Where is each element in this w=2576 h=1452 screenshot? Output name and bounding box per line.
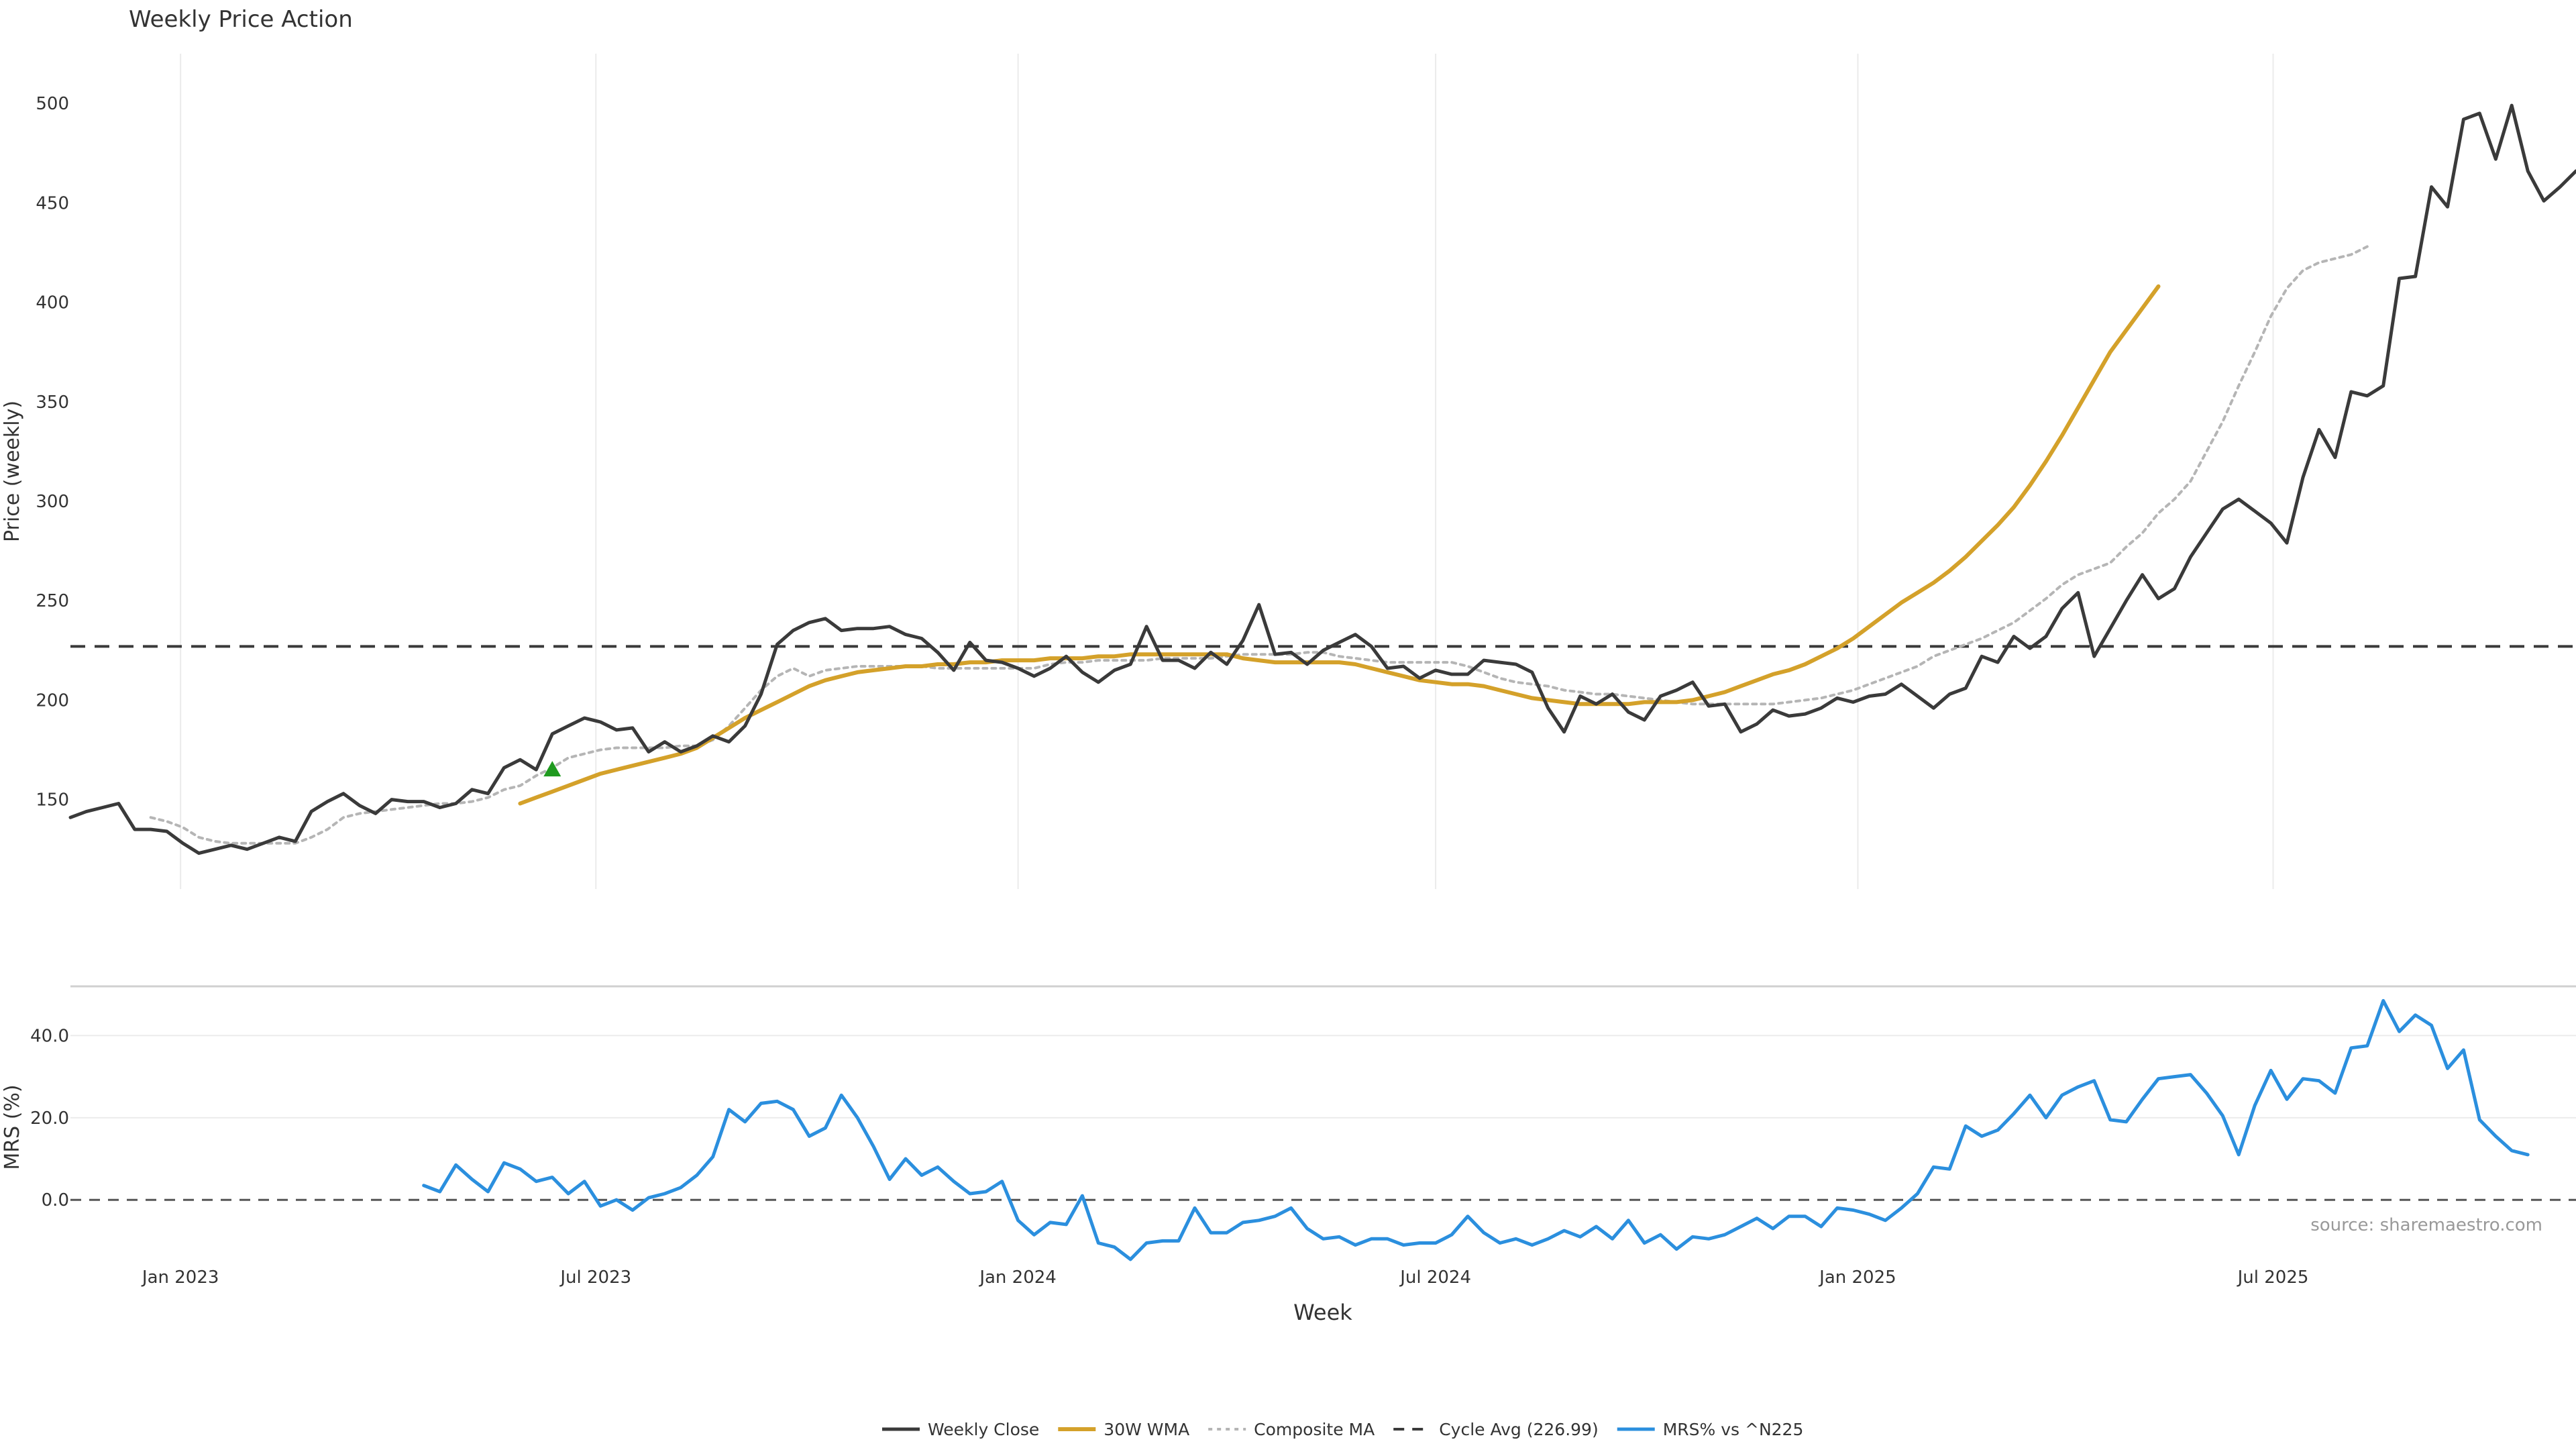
price-y-tick-label: 150 <box>36 790 69 811</box>
mrs-y-tick-label: 40.0 <box>30 1026 69 1046</box>
price-y-tick-label: 300 <box>36 492 69 512</box>
legend-entry: Composite MA <box>1208 1420 1375 1439</box>
price-y-axis-label: Price (weekly) <box>1 401 24 542</box>
mrs-y-axis-label: MRS (%) <box>1 1084 24 1170</box>
source-note: source: sharemaestro.com <box>2310 1215 2542 1235</box>
price-panel: 150 200 250 300 350 400 450 500 Price (weekly) <box>1 54 2576 889</box>
x-axis: Jan 2023 Jul 2023 Jan 2024 Jul 2024 Jan 2025… <box>141 1267 2309 1288</box>
series-mrs <box>422 998 2530 1261</box>
x-tick-label: Jul 2025 <box>2237 1267 2309 1288</box>
legend: Weekly Close 30W WMA Composite MA Cycle Avg… <box>882 1420 1803 1439</box>
mrs-grid <box>70 985 2576 1119</box>
price-y-tick-label: 500 <box>36 94 69 114</box>
price-y-tick-label: 200 <box>36 690 69 711</box>
chart-title: Weekly Price Action <box>129 6 353 33</box>
x-tick-label: Jul 2024 <box>1399 1267 1471 1288</box>
series-wma <box>518 284 2161 806</box>
legend-entry: Weekly Close <box>882 1420 1039 1439</box>
price-y-tick-label: 250 <box>36 591 69 611</box>
mrs-y-tick-label: 20.0 <box>30 1108 69 1129</box>
legend-label: 30W WMA <box>1104 1420 1189 1439</box>
mrs-y-axis: 0.0 20.0 40.0 <box>30 1026 69 1210</box>
x-tick-label: Jan 2025 <box>1818 1267 1896 1288</box>
mrs-series-group <box>70 998 2576 1261</box>
price-y-axis: 150 200 250 300 350 400 450 500 <box>36 94 69 811</box>
x-tick-label: Jan 2023 <box>141 1267 219 1288</box>
series-composite <box>149 245 2369 845</box>
legend-label: Composite MA <box>1254 1420 1375 1439</box>
legend-entry: MRS% vs ^N225 <box>1617 1420 1804 1439</box>
price-grid <box>180 54 2274 889</box>
legend-label: Cycle Avg (226.99) <box>1439 1420 1599 1439</box>
legend-entry: Cycle Avg (226.99) <box>1393 1420 1599 1439</box>
legend-label: MRS% vs ^N225 <box>1663 1420 1804 1439</box>
series-weekly-close <box>68 103 2576 855</box>
x-tick-label: Jan 2024 <box>978 1267 1057 1288</box>
x-tick-label: Jul 2023 <box>559 1267 631 1288</box>
price-series-group <box>68 103 2576 855</box>
mrs-panel: 0.0 20.0 40.0 MRS (%) source: sharemaestro… <box>1 985 2576 1261</box>
legend-entry: 30W WMA <box>1058 1420 1189 1439</box>
price-y-tick-label: 450 <box>36 193 69 213</box>
x-axis-label: Week <box>1293 1300 1352 1325</box>
legend-label: Weekly Close <box>928 1420 1039 1439</box>
buy-signal-marker <box>543 761 561 777</box>
price-y-tick-label: 350 <box>36 393 69 413</box>
price-y-tick-label: 400 <box>36 293 69 313</box>
mrs-y-tick-label: 0.0 <box>42 1190 69 1210</box>
